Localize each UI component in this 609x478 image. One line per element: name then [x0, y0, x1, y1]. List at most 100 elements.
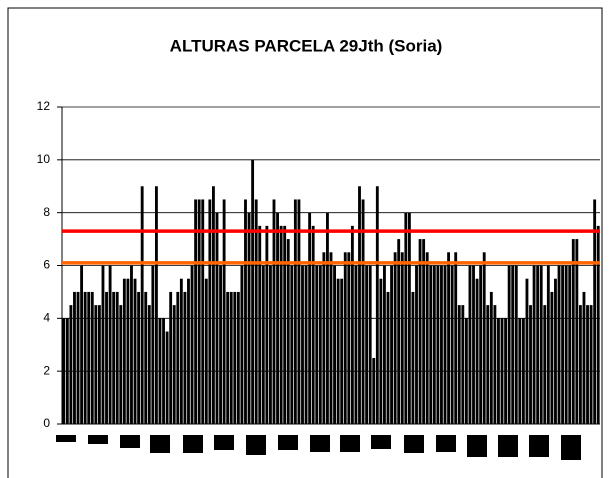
bar: [589, 305, 593, 424]
bar: [247, 212, 251, 424]
bar: [261, 265, 265, 424]
bar: [122, 278, 126, 424]
bar: [340, 278, 344, 424]
bar: [197, 199, 201, 424]
bar: [539, 265, 543, 424]
bar: [457, 305, 461, 424]
bar: [461, 305, 465, 424]
bar: [73, 291, 76, 424]
bar: [279, 225, 283, 424]
x-label-block: [183, 435, 203, 453]
bar: [108, 265, 112, 424]
x-label-block: [120, 435, 140, 448]
bar: [322, 252, 326, 424]
bar: [397, 239, 401, 424]
y-tick-label: 6: [43, 258, 50, 272]
bar: [497, 318, 500, 424]
bar: [144, 291, 148, 424]
bar: [464, 318, 468, 424]
bar: [236, 291, 240, 424]
bar: [272, 199, 276, 424]
bar: [283, 225, 287, 424]
bar: [311, 225, 315, 424]
bar: [557, 265, 561, 424]
bar: [532, 265, 536, 424]
bar: [546, 265, 550, 424]
bar: [479, 265, 483, 424]
bar: [554, 278, 557, 424]
bar: [575, 239, 579, 424]
bar: [536, 265, 540, 424]
bar: [329, 252, 333, 424]
bar: [126, 278, 130, 424]
bar: [386, 291, 390, 424]
x-label-block: [56, 435, 76, 442]
bar: [190, 265, 194, 424]
bar: [586, 305, 589, 424]
bar: [418, 239, 422, 424]
y-tick-label: 12: [37, 99, 51, 113]
bar: [147, 305, 151, 424]
bar: [222, 199, 226, 424]
bar: [521, 318, 525, 424]
bar: [265, 225, 269, 424]
bar: [486, 305, 490, 424]
bar: [358, 186, 361, 424]
bar: [251, 159, 255, 425]
bar: [226, 291, 230, 424]
bar: [350, 225, 354, 424]
bar: [183, 291, 187, 424]
bar: [432, 265, 436, 424]
bar: [422, 239, 426, 424]
bar: [154, 186, 158, 424]
x-label-block: [150, 435, 170, 453]
bar: [429, 265, 433, 424]
bar: [233, 291, 237, 424]
bar: [454, 252, 458, 424]
bar: [372, 357, 376, 424]
bar: [169, 291, 173, 424]
bar: [115, 291, 119, 424]
bar: [286, 239, 290, 424]
bar: [347, 252, 351, 424]
x-label-block: [88, 435, 108, 444]
bar: [375, 186, 379, 424]
bar: [97, 305, 101, 424]
x-label-block: [404, 435, 424, 453]
chart-title: ALTURAS PARCELA 29Jth (Soria): [170, 36, 443, 55]
bar: [208, 199, 212, 424]
bar: [450, 265, 454, 424]
bar: [87, 291, 91, 424]
bar: [411, 291, 415, 424]
x-label-block: [246, 435, 266, 455]
bar: [90, 291, 94, 424]
bar: [368, 265, 372, 424]
bar: [361, 199, 365, 424]
bar: [276, 212, 279, 424]
bar: [343, 252, 347, 424]
bar: [137, 291, 141, 424]
bar: [518, 318, 522, 424]
bar: [301, 265, 304, 424]
bar: [568, 265, 572, 424]
x-label-block: [214, 435, 234, 450]
bar: [83, 291, 87, 424]
bar: [204, 278, 208, 424]
bar: [240, 265, 244, 424]
y-tick-label: 2: [43, 363, 50, 377]
x-label-block: [436, 435, 456, 452]
y-tick-label: 10: [37, 152, 51, 166]
x-label-block: [278, 435, 298, 450]
bar: [440, 265, 443, 424]
bar: [525, 278, 529, 424]
bar: [443, 265, 447, 424]
bar: [425, 252, 429, 424]
x-label-block: [561, 435, 581, 460]
bar: [365, 265, 369, 424]
bar: [379, 278, 383, 424]
y-tick-label: 0: [43, 416, 50, 430]
bar: [593, 199, 597, 424]
bar: [393, 252, 397, 424]
bar: [383, 265, 386, 424]
bar: [468, 265, 472, 424]
